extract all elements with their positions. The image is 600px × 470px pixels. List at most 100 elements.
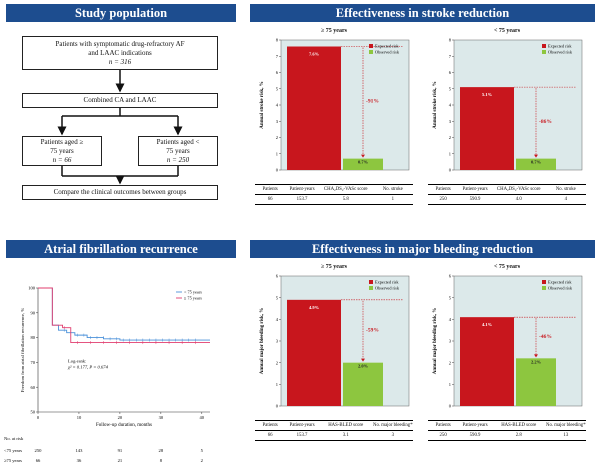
bleeding-older-tick-label: 0 [276, 404, 279, 409]
stroke-younger-tick-label: 4 [449, 103, 452, 108]
bleeding-older-legend-observed-swatch [369, 286, 373, 290]
bleeding-younger-tick-label: 4 [449, 317, 452, 322]
bleeding-younger-table-cell: 13 [545, 430, 586, 441]
flow-box-compare: Compare the clinical outcomes between gr… [22, 185, 218, 200]
bleeding-younger-label-expected: 4.1% [482, 322, 493, 327]
bleeding-younger-legend-observed-swatch [542, 286, 546, 290]
stroke-older-legend-expected: Expected risk [375, 44, 399, 49]
stroke-older-table: Patients Patient-years CHA₂DS₂-VASc score N… [255, 184, 413, 205]
bleeding-younger-table-row: 250 590.9 2.8 13 [428, 430, 586, 441]
bleeding-older-tick-label: 1 [276, 382, 278, 387]
bleeding-younger-table-cell: 2.8 [491, 430, 546, 441]
bleeding-older-table-header-row: Patients Patient-years HAS-BLED score No. m… [255, 420, 413, 431]
bleeding-younger-title: < 75 years [493, 264, 521, 270]
flow-box-younger-n: n = 250 [166, 155, 190, 164]
bleeding-older-tick-label: 5 [276, 295, 279, 300]
km-risk-value: 91 [118, 448, 123, 453]
bleeding-older-bar-observed [343, 362, 383, 406]
stroke-younger-table-cell: 250 [428, 194, 459, 205]
stroke-younger-tick-label: 3 [449, 119, 452, 124]
bleeding-older-tick-label: 3 [276, 339, 279, 344]
flow-box-enrolled-line1: Patients with symptomatic drug-refractor… [55, 39, 185, 48]
bleeding-younger-label-observed: 2.2% [531, 359, 542, 364]
stroke-younger-table-cell: 590.9 [458, 194, 492, 205]
km-risk-row-label: ≥75 years [4, 458, 22, 463]
km-risk-value: 36 [77, 458, 82, 463]
stroke-younger-tick-label: 8 [449, 38, 452, 43]
stroke-reduction-banner: Effectiveness in stroke reduction [250, 4, 595, 22]
stroke-younger-tick-label: 2 [449, 135, 451, 140]
stroke-younger-bar-expected [460, 87, 514, 170]
bleeding-older-title: ≥ 75 years [321, 264, 347, 270]
stroke-older-table-cell: 66 [255, 194, 286, 205]
bleeding-older-legend-expected: Expected risk [375, 280, 399, 285]
bleeding-older-tick-label: 6 [276, 274, 279, 279]
af-recurrence-banner: Atrial fibrillation recurrence [6, 240, 236, 258]
km-ytick-label: 70 [31, 360, 36, 365]
bleeding-younger-ylabel: Annual major bleeding risk, % [433, 308, 438, 374]
bleeding-reduction-banner: Effectiveness in major bleeding reductio… [250, 240, 595, 258]
km-risk-value: 21 [118, 458, 123, 463]
flow-box-enrolled-line2: and LAAC indications [88, 48, 152, 57]
stroke-older-tick-label: 1 [276, 151, 278, 156]
bleeding-younger-tick-label: 0 [449, 404, 452, 409]
km-ytick-label: 50 [31, 410, 36, 415]
flow-box-older-n: n = 66 [52, 155, 72, 164]
bleeding-younger-table-header-row: Patients Patient-years HAS-BLED score No. m… [428, 420, 586, 431]
bleeding-older-table-header-cell: Patients [255, 420, 286, 431]
km-ytick-label: 100 [28, 286, 36, 291]
bleeding-older-reduction-label: -59% [366, 327, 379, 333]
flow-box-enrolled-n: n = 316 [108, 57, 132, 66]
stroke-younger-tick-label: 5 [449, 86, 452, 91]
bleeding-younger-table-cell: 590.9 [458, 430, 492, 441]
bleeding-older-ylabel: Annual major bleeding risk, % [260, 308, 265, 374]
stroke-older-tick-label: 0 [276, 168, 279, 173]
flow-box-procedure: Combined CA and LAAC [22, 93, 218, 108]
bleeding-younger-table: Patients Patient-years HAS-BLED score No. m… [428, 420, 586, 441]
stroke-older-table-cell: 1 [372, 194, 413, 205]
bleeding-older-table-cell: 3.1 [318, 430, 373, 441]
bleeding-younger-bar-expected [460, 317, 514, 406]
stroke-younger-chart: 0 1 2 3 4 5 6 7 8 Annual stroke risk, % 5.1% 0.7% -8… [433, 38, 583, 173]
flow-box-younger: Patients aged < 75 years n = 250 [138, 136, 218, 166]
km-legend-old: ≥ 75 years [184, 296, 202, 301]
km-logrank-stats: χ² = 0.177, P = 0.674 [67, 364, 109, 370]
bleeding-older-table-cell: 153.7 [285, 430, 319, 441]
stroke-younger-bar-observed [516, 158, 556, 170]
bleeding-older-table-cell: 3 [372, 430, 413, 441]
stroke-older-bar-expected [287, 46, 341, 170]
stroke-younger-table: Patients Patient-years CHA₂DS₂-VASc score N… [428, 184, 586, 205]
km-ytick-label: 80 [31, 335, 36, 340]
stroke-younger-table-cell: 4 [545, 194, 586, 205]
stroke-younger-table-header-row: Patients Patient-years CHA₂DS₂-VASc score N… [428, 184, 586, 195]
stroke-older-reduction-label: -91% [366, 99, 379, 105]
stroke-younger-legend-observed-swatch [542, 50, 546, 54]
flow-box-enrolled: Patients with symptomatic drug-refractor… [22, 36, 218, 70]
km-ytick-label: 60 [31, 385, 36, 390]
bleeding-younger-legend-expected: Expected risk [548, 280, 572, 285]
stroke-younger-tick-label: 0 [449, 168, 452, 173]
km-legend-young: < 75 years [184, 290, 202, 295]
stroke-older-legend-observed-swatch [369, 50, 373, 54]
km-risk-value: 8 [160, 458, 163, 463]
bleeding-younger-table-header-cell: HAS-BLED score [491, 420, 546, 431]
km-xtick-label: 30 [159, 415, 164, 420]
bleeding-younger-chart: 0 1 2 3 4 5 6 Annual major bleeding risk, % 4.1%… [433, 274, 583, 409]
bleeding-older-table: Patients Patient-years HAS-BLED score No. m… [255, 420, 413, 441]
bleeding-older-label-expected: 4.9% [309, 305, 320, 310]
stroke-older-title: ≥ 75 years [321, 28, 347, 34]
bleeding-older-table-cell: 66 [255, 430, 286, 441]
stroke-older-table-cell: 153.7 [285, 194, 319, 205]
stroke-older-label-expected: 7.6% [309, 52, 320, 57]
bleeding-older-table-header-cell: HAS-BLED score [318, 420, 373, 431]
bleeding-older-table-header-cell: No. major bleeding* [372, 420, 413, 431]
km-plot: 50 60 70 80 90 100 0 10 20 30 40 Follow-up duration… [4, 286, 210, 463]
flow-box-older-line1: Patients aged ≥ [40, 137, 84, 146]
stroke-older-table-header-cell: Patients [255, 184, 286, 195]
flow-box-procedure-label: Combined CA and LAAC [83, 96, 157, 104]
stroke-younger-table-row: 250 590.9 4.0 4 [428, 194, 586, 205]
stroke-older-legend-observed: Observed risk [375, 50, 400, 55]
bleeding-younger-bar-observed [516, 358, 556, 406]
km-risk-value: 5 [201, 448, 204, 453]
km-risk-value: 66 [36, 458, 41, 463]
